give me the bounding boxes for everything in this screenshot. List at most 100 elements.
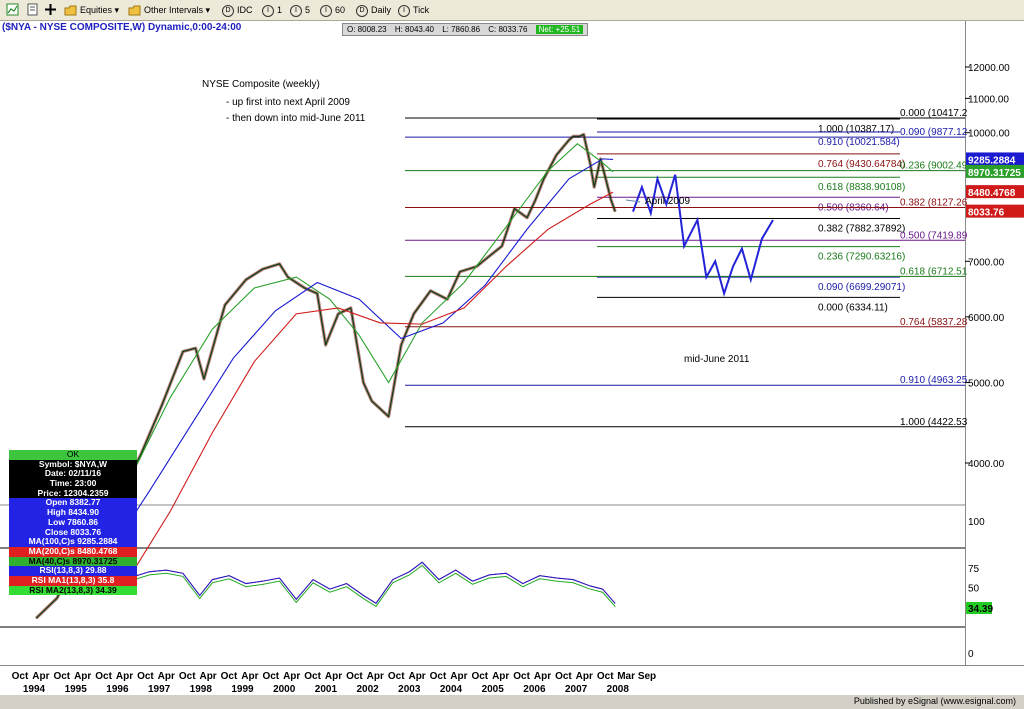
axis-value-tag [966,164,1024,178]
time-axis-month-label: Oct [53,671,70,682]
fib-level-label: 0.000 (6334.11) [818,302,888,313]
time-axis-month-label: Oct [12,671,29,682]
fib-level-label: 0.382 (7882.37892) [818,223,905,234]
data-window-ok[interactable]: OK [9,450,137,460]
ma-series-line [111,158,614,550]
time-axis-month-label: Apr [450,671,467,682]
interval-d-icon: D [356,4,368,17]
fib-level-label: 1.000 (4422.53 [900,417,968,428]
time-axis-month-label: Apr [325,671,342,682]
folder-icon [64,5,77,16]
ohlc-net: Net: +25.51 [535,25,584,34]
ma-series-line [85,142,614,544]
data-window-ma40: MA(40,C)s 8970.31725 [9,556,137,567]
price-series-line [35,133,616,619]
time-axis-month-label: Apr [199,671,216,682]
time-axis-year-label: 2004 [440,684,463,695]
axis-value-tag-label: 8480.4768 [968,188,1016,199]
data-window[interactable]: OK Symbol: $NYA,W Date: 02/11/16 Time: 2… [9,450,137,596]
time-axis-month-label: Oct [430,671,447,682]
time-axis-month-label: Oct [471,671,488,682]
time-axis-month-label: Oct [262,671,279,682]
interval-daily-button[interactable]: D Daily [356,3,391,17]
time-axis-month-label: Oct [221,671,238,682]
fib-level-label: 0.090 (6699.29071) [818,282,905,293]
page-icon[interactable] [26,3,39,16]
equities-label: Equities [80,5,113,15]
time-axis-month-label: Oct [137,671,154,682]
ohlc-high: H: 8043.40 [394,25,434,34]
data-window-rsi: RSI(13,8,3) 29.88 [9,566,137,576]
chart-header: ($NYA - NYSE COMPOSITE,W) Dynamic,0:00-2… [0,21,965,36]
rsi-axis-label: 50 [968,584,980,595]
time-axis-year-label: 2008 [607,684,630,695]
data-window-rsi-ma1: RSI MA1(13,8,3) 35.8 [9,575,137,586]
rsi-axis-label: 100 [968,517,985,528]
time-axis-year-label: 2001 [315,684,338,695]
axis-value-tag [966,152,1024,166]
time-axis-year-label: 2006 [523,684,546,695]
data-window-open: Open 8382.77 [9,498,137,509]
dropdown-arrow-icon: ▾ [114,5,120,15]
time-axis-month-label: Oct [95,671,112,682]
data-window-close: Close 8033.76 [9,527,137,538]
interval-d-icon: D [222,4,234,17]
interval-i-icon: I [290,4,302,17]
time-axis-month-label: Oct [513,671,530,682]
time-axis-month-label: Sep [638,671,656,682]
price-axis-label: 6000.00 [968,313,1005,324]
interval-60-button[interactable]: I 60 [320,3,345,17]
fib-level-label: 0.236 (7290.63216) [818,252,905,263]
time-axis-year-label: 1995 [65,684,88,695]
interval-5-label: 5 [305,5,311,15]
equities-menu[interactable]: Equities ▾ [64,3,119,17]
footer-credit: Published by eSignal (www.esignal.com) [853,696,1016,706]
time-axis-month-label: Oct [597,671,614,682]
time-axis-year-label: 1994 [23,684,46,695]
time-axis-month-label: Oct [388,671,405,682]
time-axis-year-label: 1999 [231,684,254,695]
price-axis-label: 12000.00 [968,63,1010,74]
dropdown-arrow-icon: ▾ [205,5,211,15]
annotation-line2: - then down into mid-June 2011 [226,113,366,124]
time-axis-year-label: 2000 [273,684,296,695]
price-axis[interactable] [965,21,1024,665]
rsi-axis-label: 75 [968,564,980,575]
other-intervals-menu[interactable]: Other Intervals ▾ [128,3,210,17]
time-axis-month-label: Apr [283,671,300,682]
time-axis-year-label: 2007 [565,684,588,695]
price-axis-label: 11000.00 [968,94,1009,105]
plus-icon[interactable] [44,3,57,16]
axis-value-tag [966,185,1024,199]
data-window-low: Low 7860.86 [9,517,137,528]
time-axis-month-label: Oct [555,671,572,682]
price-axis-label: 4000.00 [968,459,1005,470]
time-axis-month-label: Apr [534,671,551,682]
folder-icon [128,5,141,16]
plot-area[interactable] [0,36,965,665]
fib-level-label: 0.910 (4963.25 [900,375,968,386]
interval-tick-label: Tick [413,5,430,15]
time-axis-month-label: Oct [179,671,196,682]
time-axis-month-label: Apr [32,671,49,682]
annotation-line1: - up first into next April 2009 [226,97,350,108]
ma-series-line [127,191,614,580]
time-axis-year-label: 2005 [482,684,505,695]
price-axis-label: 7000.00 [968,257,1005,268]
interval-tick-button[interactable]: I Tick [398,3,429,17]
chart-icon[interactable] [6,3,19,16]
annotation-june: mid-June 2011 [684,354,750,365]
price-axis-label: 5000.00 [968,379,1005,390]
data-window-high: High 8434.90 [9,508,137,518]
interval-i-icon: I [398,4,410,17]
fib-level-label: 0.910 (10021.584) [818,137,900,148]
time-axis-month-label: Apr [492,671,509,682]
fib-level-label: 0.090 (9877.12 [900,127,968,138]
data-window-ma100: MA(100,C)s 9285.2884 [9,537,137,547]
interval-idc-button[interactable]: D IDC [222,3,253,17]
time-axis[interactable] [0,665,1024,696]
